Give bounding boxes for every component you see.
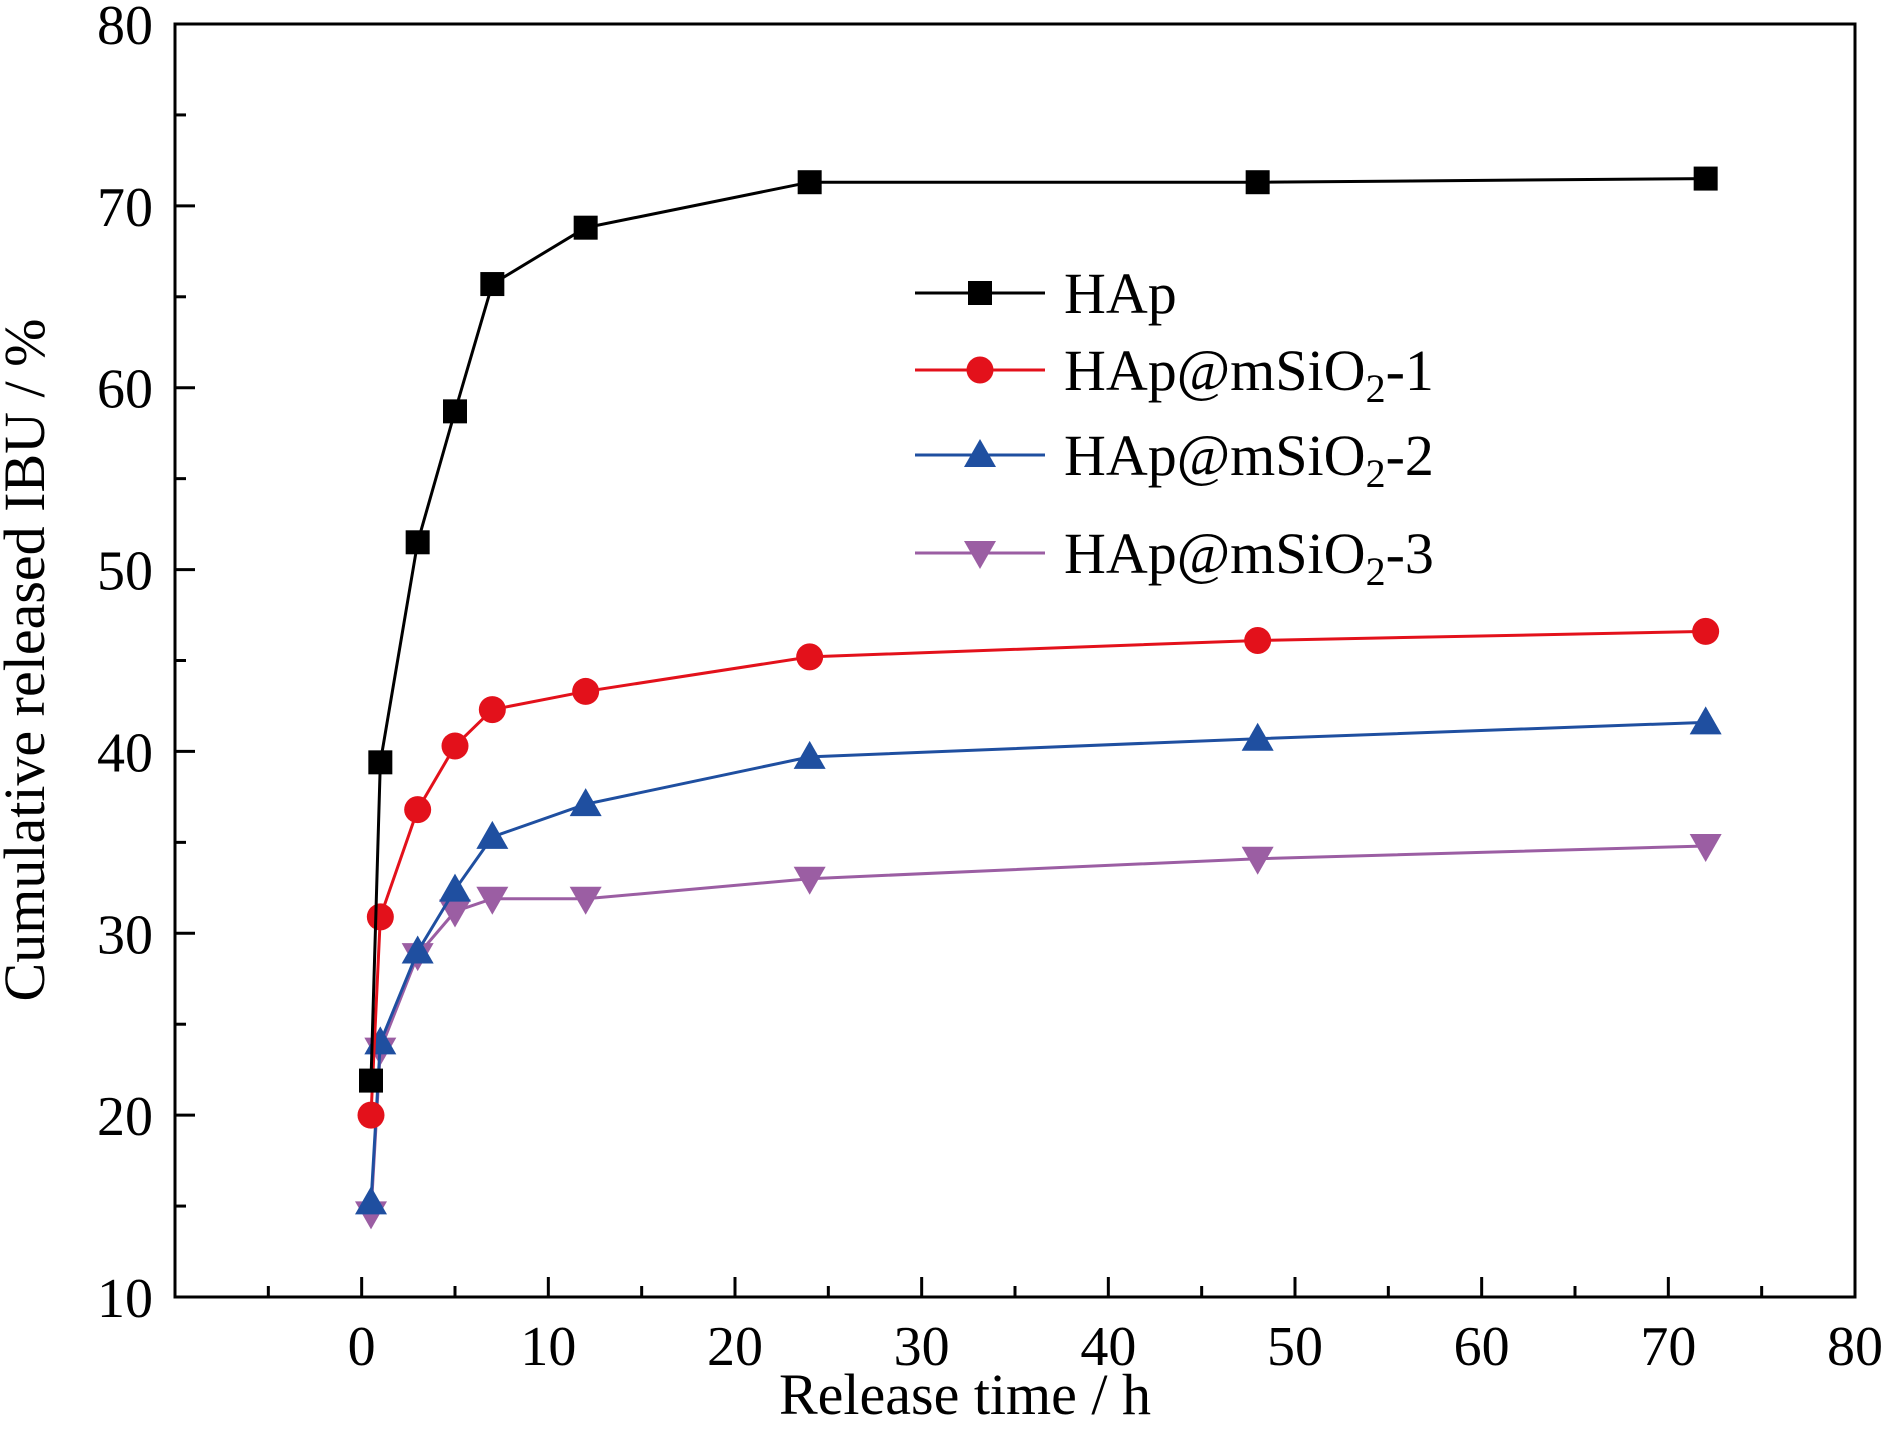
x-tick-label: 10 xyxy=(520,1316,576,1378)
data-point xyxy=(1244,626,1272,654)
x-tick-label: 70 xyxy=(1640,1316,1696,1378)
data-point xyxy=(796,643,824,671)
series-line xyxy=(369,177,1706,1081)
data-point xyxy=(1241,722,1274,751)
y-tick-label: 50 xyxy=(97,541,153,603)
legend-entry-3: HAp@mSiO2-3 xyxy=(915,521,1434,594)
legend-label: HAp xyxy=(1064,261,1177,326)
data-point xyxy=(793,740,826,769)
x-tick-label: 80 xyxy=(1827,1316,1883,1378)
x-tick-label: 50 xyxy=(1267,1316,1323,1378)
legend-entry-0: HAp xyxy=(915,261,1177,326)
data-point xyxy=(439,873,471,902)
data-point xyxy=(368,750,393,775)
series-line xyxy=(369,720,1706,1203)
legend-entry-1: HAp@mSiO2-1 xyxy=(915,338,1434,411)
data-point xyxy=(366,903,394,931)
data-point xyxy=(793,866,826,895)
axis-ticks: 0 10 20 30 40 50 60 70 80 10 20 30 40 50 60 70 80 xyxy=(97,0,1883,1378)
series-3 xyxy=(355,833,1722,1230)
data-point xyxy=(1689,833,1722,862)
data-point xyxy=(401,935,434,964)
data-point xyxy=(797,170,822,195)
series-0 xyxy=(359,166,1718,1093)
series-line xyxy=(369,844,1706,1214)
legend-marker xyxy=(964,541,996,569)
legend-marker xyxy=(966,356,994,384)
data-point xyxy=(573,215,598,240)
data-point xyxy=(355,1186,387,1215)
data-point xyxy=(569,886,602,915)
legend-marker xyxy=(964,439,996,467)
legend-marker xyxy=(968,281,992,305)
legend-label: HAp@mSiO2-2 xyxy=(1064,423,1434,496)
data-point xyxy=(480,272,505,297)
data-point xyxy=(1241,846,1274,875)
data-point xyxy=(405,530,430,555)
y-tick-label: 80 xyxy=(97,0,153,57)
y-tick-label: 20 xyxy=(97,1086,153,1148)
y-tick-label: 60 xyxy=(97,359,153,421)
y-axis-label: Cumulative released IBU / % xyxy=(0,319,57,1002)
data-point xyxy=(1689,706,1722,735)
data-point xyxy=(441,732,469,760)
data-point xyxy=(572,677,600,705)
legend-label: HAp@mSiO2-3 xyxy=(1064,521,1434,594)
y-tick-label: 40 xyxy=(97,722,153,784)
x-tick-label: 20 xyxy=(707,1316,763,1378)
series-2 xyxy=(355,706,1722,1215)
legend: HAp HAp@mSiO2-1 HAp@mSiO2-2 HAp@mSiO2-3 xyxy=(915,261,1434,594)
data-point xyxy=(569,788,602,817)
data-point xyxy=(359,1068,383,1093)
legend-label: HAp@mSiO2-1 xyxy=(1064,338,1434,411)
data-point xyxy=(1245,170,1270,195)
y-tick-label: 30 xyxy=(97,904,153,966)
series-line xyxy=(369,629,1706,1116)
x-axis-label: Release time / h xyxy=(779,1362,1151,1427)
data-point xyxy=(478,696,506,724)
data-point xyxy=(439,899,471,928)
data-point xyxy=(443,399,467,424)
series-1 xyxy=(357,617,1720,1129)
y-tick-label: 10 xyxy=(97,1268,153,1330)
plot-frame xyxy=(173,22,1857,1299)
y-tick-label: 70 xyxy=(97,177,153,239)
legend-entry-2: HAp@mSiO2-2 xyxy=(915,423,1434,496)
data-point xyxy=(404,796,432,824)
data-point xyxy=(1692,617,1720,645)
x-tick-label: 0 xyxy=(348,1316,376,1378)
data-point xyxy=(357,1101,385,1129)
data-point xyxy=(476,886,509,915)
x-tick-label: 40 xyxy=(1080,1316,1136,1378)
x-tick-label: 60 xyxy=(1454,1316,1510,1378)
x-tick-label: 30 xyxy=(894,1316,950,1378)
data-series xyxy=(355,166,1722,1230)
data-point xyxy=(476,820,509,849)
data-point xyxy=(1693,166,1718,191)
